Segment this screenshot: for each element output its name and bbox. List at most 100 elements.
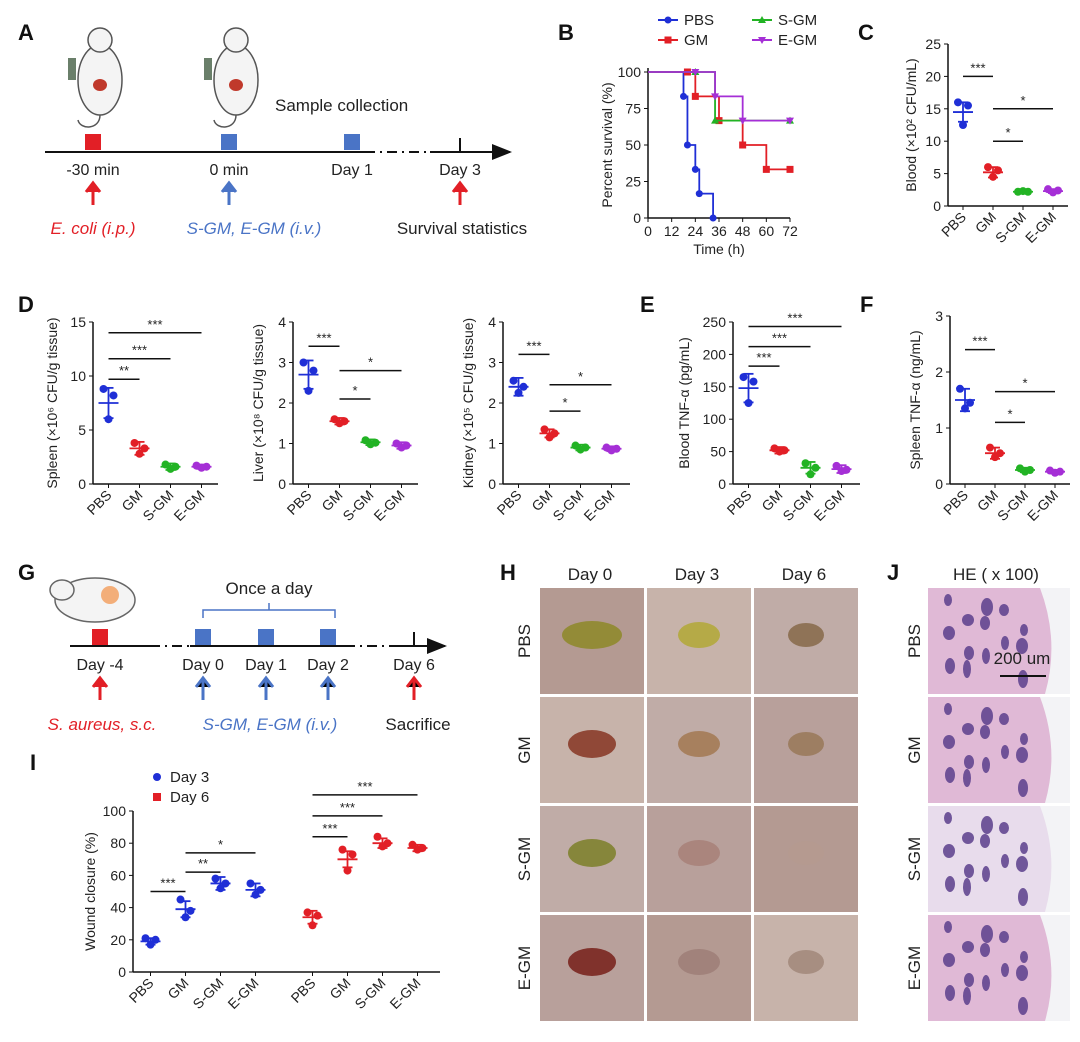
he-gland: [1016, 638, 1028, 654]
sample-collection-label: Sample collection: [275, 96, 408, 115]
panel-label-g: G: [18, 560, 35, 585]
wound-area: [568, 730, 616, 758]
he-gland: [944, 594, 952, 606]
legend-label: Day 3: [170, 769, 209, 786]
data-point: [1019, 187, 1027, 196]
x-tick-label: PBS: [283, 487, 314, 518]
data-point: [397, 443, 406, 452]
y-tick-label: 15: [70, 314, 86, 330]
wound-photo-grid: PBS GM S-GM E-GM: [515, 588, 858, 1021]
survival-point: [711, 93, 720, 101]
he-gland: [1020, 624, 1028, 636]
he-gland: [980, 943, 990, 957]
significance-label: ***: [970, 60, 985, 75]
significance-label: ***: [357, 779, 372, 794]
he-gland: [962, 941, 974, 953]
y-tick-label: 2: [488, 395, 496, 411]
column-header: Day 3: [675, 565, 719, 584]
data-point: [146, 940, 155, 949]
x-tick-label: S-GM: [779, 487, 816, 524]
column-header: Day 0: [568, 565, 612, 584]
y-tick-label: 4: [278, 314, 286, 330]
wound-area: [788, 841, 824, 865]
y-axis-title: Liver (×10⁸ CFU/g tissue): [250, 324, 266, 482]
significance-label: **: [119, 363, 129, 378]
y-tick-label: 100: [618, 64, 642, 80]
x-tick-label: S-GM: [351, 975, 388, 1012]
significance-label: **: [198, 856, 208, 871]
he-gland: [981, 707, 993, 725]
significance-label: ***: [756, 350, 771, 365]
legend-marker: [153, 773, 161, 781]
significance-label: *: [352, 383, 357, 398]
wound-area: [568, 948, 616, 976]
data-point: [837, 467, 846, 476]
row-label: E-GM: [905, 946, 924, 990]
significance-label: ***: [787, 311, 802, 326]
survival-point: [691, 69, 700, 76]
data-point: [811, 463, 820, 472]
he-histology-grid: PBS 200 um GM S-GM E-GM: [905, 588, 1070, 1021]
significance-label: *: [1022, 376, 1027, 391]
data-point: [964, 101, 972, 110]
timeline-label: Day -4: [76, 657, 123, 674]
he-gland: [945, 985, 955, 1001]
data-point: [1021, 467, 1029, 476]
he-gland: [999, 713, 1009, 725]
data-point: [378, 842, 387, 851]
y-tick-label: 1: [278, 436, 286, 452]
panel-label-c: C: [858, 20, 874, 45]
row-label: GM: [515, 736, 534, 763]
x-tick-label: E-GM: [386, 975, 423, 1012]
survival-point: [691, 165, 699, 173]
he-gland: [1020, 951, 1028, 963]
survival-line: [648, 71, 714, 218]
timeline-marker: [221, 134, 237, 150]
wound-area: [568, 839, 616, 867]
data-point: [186, 906, 195, 915]
survival-point: [739, 141, 747, 149]
survival-point: [711, 116, 720, 124]
y-tick-label: 15: [925, 101, 941, 117]
data-point: [256, 885, 265, 894]
y-tick-label: 3: [278, 355, 286, 371]
he-background: [1040, 697, 1070, 803]
data-point: [304, 386, 313, 395]
timeline-marker: [344, 134, 360, 150]
survival-point: [762, 165, 770, 173]
x-tick-label: E-GM: [1024, 487, 1061, 524]
significance-label: ***: [132, 343, 147, 358]
x-tick-label: PBS: [940, 487, 971, 518]
timeline-label: Day 6: [393, 657, 435, 674]
significance-label: *: [218, 837, 223, 852]
data-point: [576, 445, 585, 454]
y-tick-label: 5: [933, 166, 941, 182]
he-gland: [944, 921, 952, 933]
panel-label-a: A: [18, 20, 34, 45]
wound-area: [678, 731, 720, 757]
up-arrow-icon: [84, 180, 102, 205]
survival-point: [695, 190, 703, 198]
survival-chart: 0 12 24 36 48 60 72 0 25 50 75 100 Time (h) Percent s…: [599, 12, 817, 257]
legend-marker: [664, 16, 672, 24]
he-gland: [982, 757, 990, 773]
data-point: [197, 463, 206, 472]
data-point: [832, 461, 841, 470]
x-tick-label: 72: [782, 223, 798, 239]
he-gland: [1018, 779, 1028, 797]
he-gland: [944, 703, 952, 715]
y-tick-label: 0: [78, 476, 86, 492]
x-tick-label: PBS: [125, 975, 156, 1006]
he-gland: [944, 812, 952, 824]
wound-area: [788, 623, 824, 647]
he-gland: [980, 725, 990, 739]
he-gland: [962, 614, 974, 626]
legend-label: Day 6: [170, 789, 209, 806]
up-arrow-icon: [194, 675, 212, 700]
he-gland: [981, 598, 993, 616]
x-tick-label: PBS: [493, 487, 524, 518]
data-point: [366, 440, 375, 449]
he-background: [1040, 806, 1070, 912]
data-point: [109, 391, 118, 400]
